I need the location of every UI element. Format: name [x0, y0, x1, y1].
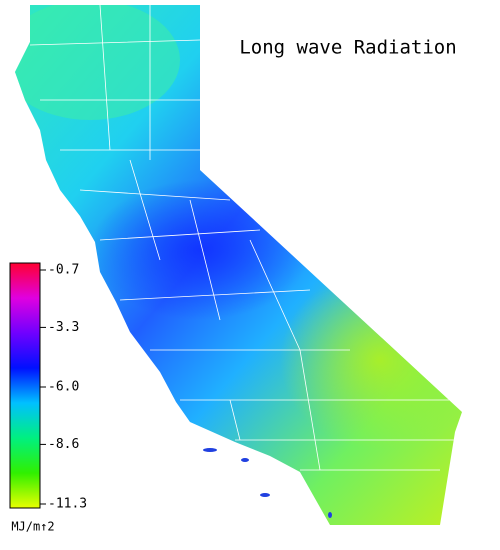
colorbar-tick-label: -3.3 [48, 320, 79, 335]
map-title: Long wave Radiation [239, 37, 456, 59]
county-lines [29, 5, 455, 471]
colorbar-tick-label: -8.6 [48, 437, 79, 452]
colorbar: -0.7 -3.3 -6.0 -8.6 -11.3 [9, 262, 87, 512]
state-map [15, 5, 462, 525]
shade [280, 270, 462, 450]
colorbar-tick-label: -6.0 [48, 380, 79, 395]
unit-label: MJ/m↑2 [11, 520, 54, 534]
colorbar-gradient [9, 262, 41, 509]
colorbar-tick-label: -0.7 [48, 263, 79, 278]
shade [15, 5, 180, 120]
islands [203, 448, 332, 518]
colorbar-tick-label: -11.3 [48, 497, 87, 512]
